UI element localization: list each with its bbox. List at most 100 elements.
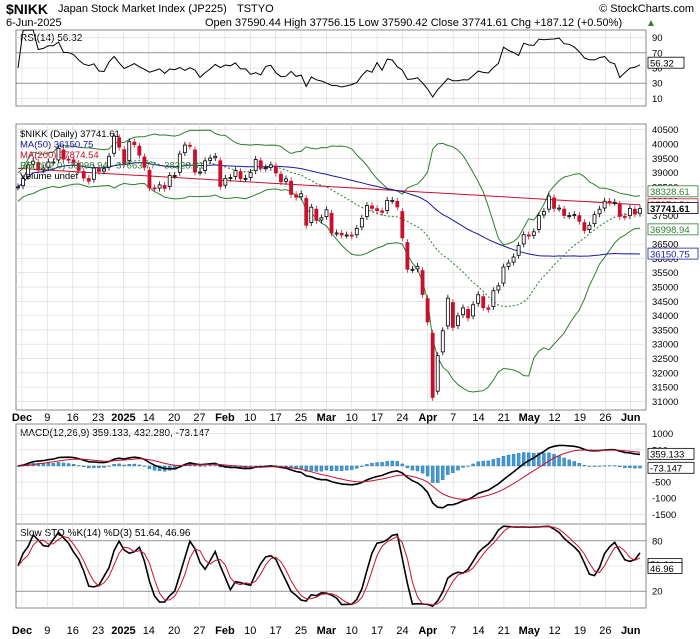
candle-body [177,153,182,173]
candle-body [294,194,299,198]
x-axis-label-bottom: Feb [215,625,235,637]
macd-histogram-bar [71,464,76,467]
x-axis-label-mid: 9 [44,412,50,424]
macd-histogram-bar [446,465,450,475]
x-axis-label-mid: 25 [295,412,307,424]
candle-body [324,209,329,218]
macd-histogram-bar [607,465,612,467]
candle-body [16,186,20,189]
x-axis-label-mid: 12 [549,412,561,424]
macd-histogram-bar [572,461,576,467]
x-axis-label-bottom: 2025 [111,625,135,637]
candle-body [496,285,501,291]
macd-histogram-bar [441,465,445,480]
macd-histogram-bar [127,464,131,467]
macd-histogram-bar [122,464,126,467]
macd-histogram-bar [102,465,106,468]
price-axis-tick-label: 34000 [652,311,678,322]
candle-body [233,170,238,177]
macd-histogram-bar [370,462,374,467]
rsi-axis-tick-label: 70 [652,48,663,59]
x-axis-label-mid: Apr [418,412,438,424]
macd-histogram-bar [82,465,86,468]
macd-histogram-bar [496,457,501,467]
x-axis-label-mid: 17 [270,412,282,424]
candle-body [359,217,364,228]
macd-axis-tick-label: -1500 [652,510,676,521]
x-axis-label-bottom: 24 [396,625,408,637]
candle-body [400,211,405,239]
bb-middle-line [17,159,641,308]
macd-histogram-bar [577,463,582,467]
macd-histogram-bar [350,465,354,470]
candle-body [319,217,324,221]
macd-histogram-bar [415,465,420,472]
candle-body [218,160,223,187]
x-axis-label-bottom: 14 [143,625,155,637]
candle-body [420,270,425,295]
x-axis-label-bottom: Jun [621,625,641,637]
candle-body [602,200,607,209]
candle-body [243,177,248,180]
candle-body [112,135,116,154]
macd-histogram-bar [602,465,607,467]
macd-histogram-bar [466,465,470,467]
macd-histogram-bar [501,456,506,467]
candle-body [410,268,415,271]
x-axis-label-bottom: May [519,625,541,637]
macd-histogram-bar [557,455,561,467]
macd-histogram-bar [612,465,617,467]
x-axis-label-bottom: 9 [44,625,50,637]
macd-histogram-bar [420,465,425,474]
candle-body [167,175,172,187]
candle-body [263,167,268,170]
x-axis-label-bottom: 7 [450,625,456,637]
sto-d-line [17,526,641,606]
x-axis-label-bottom: 10 [346,625,358,637]
candle-body [349,234,354,237]
date-label: 6-Jun-2025 [6,17,62,29]
macd-histogram-bar [314,465,319,472]
candle-body [617,204,622,217]
macd-histogram-bar [618,465,622,468]
sto-axis-tick-label: 20 [652,587,663,598]
x-axis-label-mid: 17 [371,412,383,424]
macd-histogram-bar [471,463,475,467]
macd-histogram-bar [329,465,334,471]
x-axis-label-bottom: 19 [574,625,586,637]
price-value-badge-text: 36150.75 [650,249,690,260]
x-axis-label-bottom: 12 [549,625,561,637]
candle-body [46,161,51,168]
symbol-title: $NIKK [6,1,48,17]
rsi-axis-tick-label: 10 [652,94,663,105]
macd-histogram-bar [304,465,308,472]
candle-body [526,234,531,237]
price-axis-tick-label: 34500 [652,297,678,308]
macd-histogram-bar [410,465,415,471]
candle-body [425,298,430,323]
price-axis-tick-label: 33000 [652,340,678,351]
candle-body [380,210,385,213]
candle-body [117,137,122,148]
candle-body [577,215,582,222]
candle-body [107,155,111,168]
candle-body [122,149,127,165]
candle-body [567,215,572,217]
candle-body [481,296,486,309]
candle-body [213,155,218,159]
macd-histogram-bar [87,465,91,469]
macd-signal-line [17,449,641,500]
candle-body [511,256,516,263]
macd-histogram-bar [213,464,217,467]
price-value-badge [647,185,699,198]
candle-body [435,355,440,392]
macd-histogram-bar [436,465,440,483]
candle-body [273,165,278,174]
macd-histogram-bar [107,465,111,467]
macd-histogram-bar [451,465,455,474]
candle-body [248,172,253,178]
candle-body [476,294,481,304]
macd-histogram-bar [390,460,394,467]
candle-body [375,208,379,212]
